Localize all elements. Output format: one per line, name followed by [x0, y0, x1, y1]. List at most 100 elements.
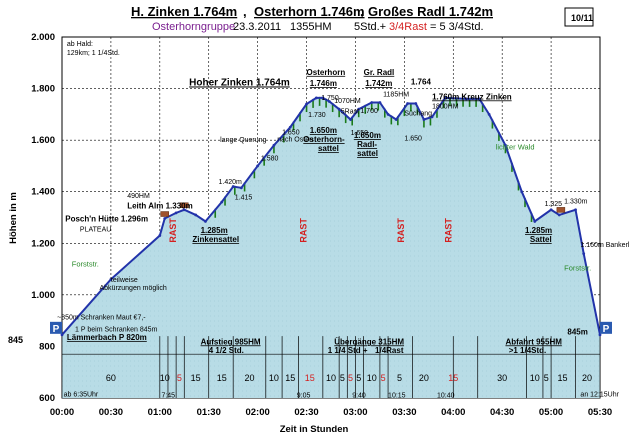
profile-point-40 — [598, 333, 602, 337]
x-tick-3: 01:30 — [197, 407, 221, 418]
annotation-49: Lämmerbach P 820m — [67, 333, 147, 342]
title-part-3: Großes Radl 1.742m — [368, 4, 493, 19]
profile-point-21 — [370, 101, 374, 104]
profile-point-30 — [464, 97, 468, 101]
annotation-1: 129km; 1 1/4Std. — [67, 50, 120, 57]
profile-point-25 — [406, 102, 410, 105]
profile-line — [60, 96, 602, 337]
title-sep-2: , — [360, 4, 364, 19]
profile-point-15 — [314, 96, 318, 100]
rast-label-3: RAST — [443, 218, 453, 243]
profile-point-14 — [305, 102, 308, 106]
annotation-28: 1.650 — [404, 136, 422, 143]
segment-time-15: 5 — [397, 373, 402, 383]
title-part-2: Osterhorn 1.746m — [254, 4, 365, 19]
segment-lines — [61, 336, 601, 398]
profile-point-8 — [220, 200, 224, 204]
annotation-13: 5Rast — [341, 109, 359, 116]
annotation-0: ab Hald: — [67, 41, 93, 48]
profile-point-16 — [321, 96, 325, 100]
x-tick-0: 00:00 — [50, 407, 74, 418]
annotation-42: 1.330m — [564, 198, 588, 205]
x-tick-4: 02:00 — [245, 407, 269, 418]
rast-label-2: RAST — [396, 218, 406, 243]
section-label-6: >1 1/4Std. — [509, 346, 547, 355]
group-label: Osterhorngruppe — [152, 21, 235, 33]
annotation-11: 1.730 — [308, 112, 326, 119]
x-tick-5: 02:30 — [294, 407, 318, 418]
annotation-46: Forststr. — [564, 263, 591, 272]
profile-point-2 — [158, 234, 162, 237]
segment-time-22: 20 — [582, 373, 592, 383]
profile-point-26 — [414, 102, 418, 105]
x-tick-7: 03:30 — [392, 407, 416, 418]
y-tick-2: 1.000 — [31, 290, 55, 301]
x-tick-10: 05:00 — [539, 407, 563, 418]
parking-box-1 — [600, 321, 612, 334]
annotation-45: 1.160m Bankerl — [580, 242, 629, 249]
section-label-4: 1/4Rast — [375, 346, 404, 355]
annotation-25: Radl- — [357, 140, 377, 149]
annotation-41: 1.325 — [545, 201, 563, 208]
profile-point-3 — [163, 217, 167, 220]
profile-point-35 — [533, 219, 537, 223]
annotation-48: 1 P beim Schranken 845m — [75, 326, 158, 333]
profile-point-13 — [288, 125, 292, 129]
annotation-38: Forststr. — [72, 259, 99, 268]
parking-box-0 — [50, 321, 62, 334]
annotation-14: 1.700 — [360, 108, 378, 115]
annotation-7: 1.764 — [411, 78, 432, 87]
segment-time-6: 10 — [269, 373, 279, 383]
annotation-29: lichter Wald — [496, 143, 535, 152]
annotation-4: 1.746m — [310, 79, 337, 88]
profile-point-24 — [394, 118, 398, 121]
segment-time-1: 10 — [160, 373, 170, 383]
segment-time-18: 30 — [497, 373, 507, 383]
hut-marker-2 — [556, 207, 566, 213]
x-tick-9: 04:30 — [490, 407, 514, 418]
annotation-6: 1.742m — [365, 79, 392, 88]
segment-time-4: 15 — [217, 373, 227, 383]
parking-markers: P 845 P — [8, 321, 612, 345]
segment-time-8: 15 — [305, 373, 315, 383]
hut-markers — [160, 202, 566, 217]
profile-point-34 — [520, 190, 524, 194]
section-label-3: 1 1/4 Std + — [328, 346, 368, 355]
rast-markers: RAST RAST RAST RAST — [168, 218, 454, 243]
segment-time-10: 5 — [340, 373, 345, 383]
annotation-17: nach Osten — [277, 136, 313, 143]
annotation-19: 1.580 — [261, 155, 279, 162]
annotation-50: 845m — [567, 327, 587, 336]
annotation-43: 1.285m — [525, 226, 552, 235]
annotation-31: 1.415 — [235, 194, 253, 201]
time-label-b: 3/4Rast — [389, 21, 427, 33]
segment-time-14: 5 — [381, 373, 386, 383]
annotation-20: 1.650m — [310, 126, 337, 135]
profile-point-28 — [430, 115, 434, 119]
page-box-label: 10/11 — [571, 13, 593, 23]
annotation-39: teilweise — [111, 277, 138, 284]
segment-time-0: 60 — [106, 373, 116, 383]
rast-label-1: RAST — [298, 218, 308, 243]
annotation-35: PLATEAU — [80, 227, 111, 234]
annotation-37: Zinkensattel — [192, 235, 239, 244]
segment-time-12: 5 — [356, 373, 361, 383]
profile-point-10 — [239, 186, 243, 190]
section-label-1: 4 1/2 Std. — [209, 346, 244, 355]
segment-time-21: 15 — [557, 373, 567, 383]
profile-point-39 — [582, 252, 586, 256]
annotation-3: Osterhorn — [307, 68, 346, 77]
x-tick-6: 03:00 — [343, 407, 367, 418]
profile-point-22 — [378, 101, 382, 104]
time-label-c: = 5 3/4Std. — [430, 21, 484, 33]
annotation-5: Gr. Radl — [364, 68, 395, 77]
parking-letter-1: P — [603, 324, 610, 335]
annotation-44: Sattel — [530, 235, 552, 244]
y-tick-0: 600 — [39, 393, 55, 404]
profile-point-36 — [549, 208, 553, 212]
annotations: ab Hald: 129km; 1 1/4Std. Hoher Zinken 1.7… — [57, 41, 629, 399]
segment-time-5: 20 — [244, 373, 254, 383]
annotation-34: Posch'n Hütte 1.296m — [65, 214, 148, 223]
profile-point-17 — [327, 100, 331, 103]
